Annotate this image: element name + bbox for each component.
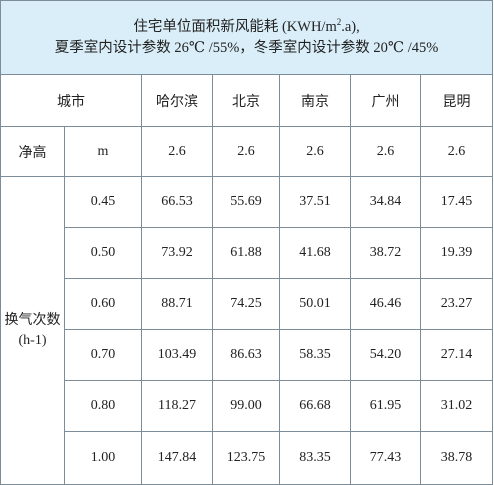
table-cell: 2.6 [141, 126, 213, 177]
table-row: 1.00 147.84 123.75 83.35 77.43 38.78 [1, 431, 494, 485]
table-cell: 74.25 [212, 278, 280, 330]
table-cell: 19.39 [419, 227, 494, 279]
table-cell: 38.72 [350, 227, 421, 279]
table-cell: 61.95 [350, 380, 421, 432]
table-cell: 34.84 [350, 176, 421, 228]
air-change-rate: 0.80 [64, 380, 142, 432]
header-row: 城市 哈尔滨 北京 南京 广州 昆明 [0, 74, 494, 127]
table-row: 0.50 73.92 61.88 41.68 38.72 19.39 [1, 227, 494, 279]
table-cell: 103.49 [141, 329, 213, 381]
table-cell: 86.63 [212, 329, 280, 381]
air-change-rate: 0.45 [64, 176, 142, 228]
table-cell: 61.88 [212, 227, 280, 279]
table-cell: 2.6 [419, 126, 494, 177]
air-change-rate: 0.70 [64, 329, 142, 381]
table-title: 住宅单位面积新风能耗 (KWH/m2.a), 夏季室内设计参数 26℃ /55%… [0, 0, 494, 75]
air-change-rate: 1.00 [64, 431, 142, 485]
city-header: 广州 [350, 74, 421, 127]
table-cell: 2.6 [212, 126, 280, 177]
city-header: 哈尔滨 [141, 74, 213, 127]
net-height-label: 净高 [0, 126, 65, 177]
city-header-label: 城市 [0, 74, 142, 127]
table-cell: 88.71 [141, 278, 213, 330]
table-cell: 38.78 [419, 431, 494, 485]
net-height-unit: m [64, 126, 142, 177]
table-cell: 55.69 [212, 176, 280, 228]
table-cell: 37.51 [279, 176, 351, 228]
air-change-rate: 0.60 [64, 278, 142, 330]
table-cell: 17.45 [419, 176, 494, 228]
table-row: 0.60 88.71 74.25 50.01 46.46 23.27 [1, 278, 494, 330]
table-cell: 2.6 [279, 126, 351, 177]
table-cell: 50.01 [279, 278, 351, 330]
table-cell: 46.46 [350, 278, 421, 330]
table-cell: 83.35 [279, 431, 351, 485]
title-line-1: 住宅单位面积新风能耗 (KWH/m2.a), [133, 16, 360, 35]
table-cell: 41.68 [279, 227, 351, 279]
city-header: 南京 [279, 74, 351, 127]
table-cell: 58.35 [279, 329, 351, 381]
table-cell: 147.84 [141, 431, 213, 485]
table-cell: 2.6 [350, 126, 421, 177]
air-change-label: 换气次数 (h-1) [0, 176, 65, 485]
table-cell: 73.92 [141, 227, 213, 279]
table-cell: 118.27 [141, 380, 213, 432]
city-header: 北京 [212, 74, 280, 127]
title-line-2: 夏季室内设计参数 26℃ /55%，冬季室内设计参数 20℃ /45% [54, 39, 439, 56]
table-row: 0.70 103.49 86.63 58.35 54.20 27.14 [1, 329, 494, 381]
table-row: 换气次数 (h-1) 0.45 66.53 55.69 37.51 34.84 … [0, 176, 494, 485]
table-cell: 23.27 [419, 278, 494, 330]
city-header: 昆明 [419, 74, 494, 127]
table-row: 0.80 118.27 99.00 66.68 61.95 31.02 [1, 380, 494, 432]
table-cell: 77.43 [350, 431, 421, 485]
table-cell: 99.00 [212, 380, 280, 432]
table-cell: 27.14 [419, 329, 494, 381]
title-row: 住宅单位面积新风能耗 (KWH/m2.a), 夏季室内设计参数 26℃ /55%… [0, 0, 494, 75]
table-cell: 66.53 [141, 176, 213, 228]
net-height-row: 净高 m 2.6 2.6 2.6 2.6 2.6 [0, 126, 494, 177]
air-change-rate: 0.50 [64, 227, 142, 279]
table-cell: 31.02 [419, 380, 494, 432]
table-cell: 123.75 [212, 431, 280, 485]
table-cell: 54.20 [350, 329, 421, 381]
table-cell: 66.68 [279, 380, 351, 432]
